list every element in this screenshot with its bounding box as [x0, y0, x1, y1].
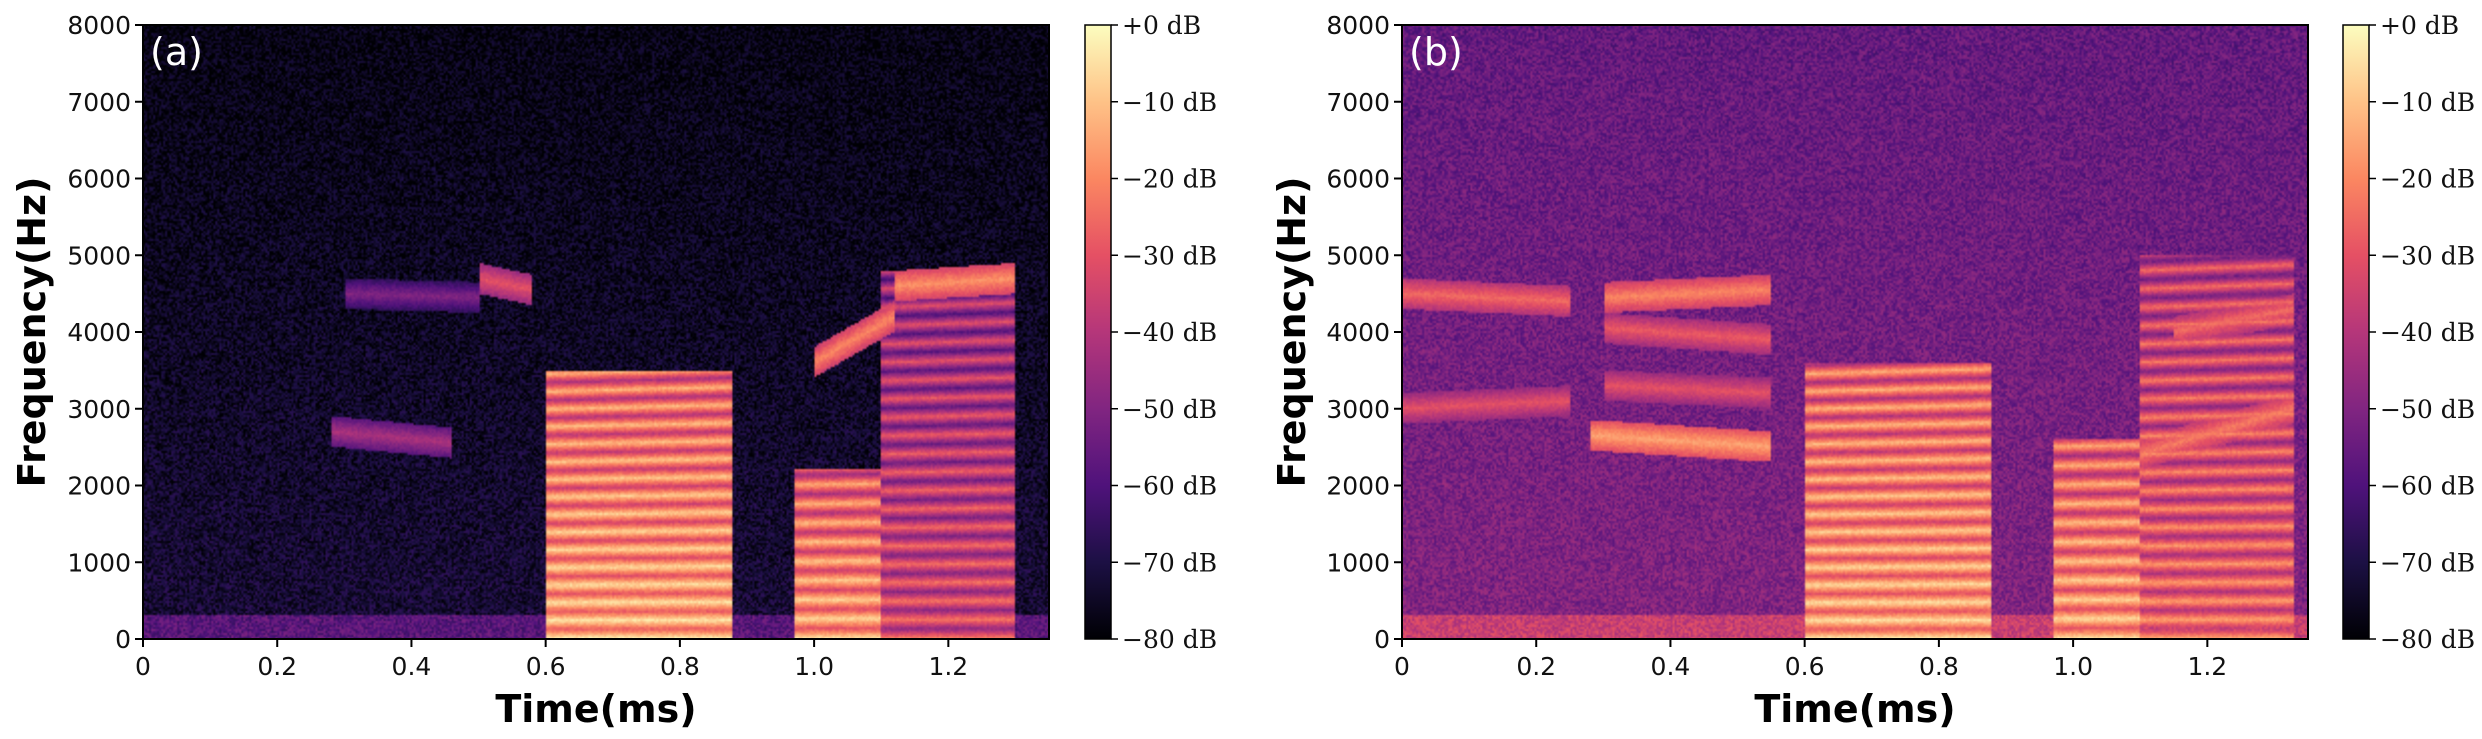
x-tick-label: 0.2 [1516, 652, 1556, 681]
x-tick-label: 1.0 [794, 652, 834, 681]
x-tick-label: 1.0 [2053, 652, 2093, 681]
x-tick-label: 0.6 [526, 652, 566, 681]
x-tick-label: 1.2 [928, 652, 968, 681]
colorbar-tick-label: −80 dB [2380, 625, 2475, 654]
colorbar-gradient-b [2342, 24, 2370, 640]
y-tick-label: 4000 [67, 318, 131, 347]
y-tick-label: 5000 [1326, 241, 1390, 270]
x-axis-b: 0 0.2 0.4 0.6 0.8 1.0 1.2 [1394, 639, 2227, 681]
colorbar-a: +0 dB −10 dB −20 dB −30 dB −40 dB −50 dB −60 d… [1084, 11, 1217, 654]
y-tick-label: 5000 [67, 241, 131, 270]
colorbar-b: +0 dB −10 dB −20 dB −30 dB −40 dB −50 dB −60 d… [2342, 11, 2475, 654]
y-axis-title-b: Frequency(Hz) [1270, 176, 1314, 487]
y-axis-title-a: Frequency(Hz) [10, 176, 54, 487]
y-tick-label: 2000 [1326, 472, 1390, 501]
x-tick-label: 1.2 [2187, 652, 2227, 681]
y-tick-label: 1000 [67, 548, 131, 577]
y-tick-label: 3000 [67, 395, 131, 424]
y-tick-label: 8000 [67, 11, 131, 40]
colorbar-ticks-b: +0 dB −10 dB −20 dB −30 dB −40 dB −50 dB −60 d… [2369, 11, 2475, 654]
colorbar-tick-label: −80 dB [1122, 625, 1217, 654]
y-axis-a: 0 1000 2000 3000 4000 5000 6000 7000 8000 [67, 11, 143, 654]
colorbar-tick-label: −40 dB [2380, 318, 2475, 347]
colorbar-ticks-a: +0 dB −10 dB −20 dB −30 dB −40 dB −50 dB −60 d… [1111, 11, 1217, 654]
x-tick-label: 0.6 [1785, 652, 1825, 681]
x-tick-label: 0 [135, 652, 151, 681]
colorbar-tick-label: −30 dB [1122, 241, 1217, 270]
colorbar-tick-label: −30 dB [2380, 241, 2475, 270]
y-tick-label: 7000 [1326, 88, 1390, 117]
x-axis-title-b: Time(ms) [1754, 687, 1955, 731]
x-axis-a: 0 0.2 0.4 0.6 0.8 1.0 1.2 [135, 639, 968, 681]
colorbar-tick-label: −50 dB [1122, 395, 1217, 424]
colorbar-tick-label: +0 dB [2380, 11, 2459, 40]
panel-label-a: (a) [150, 30, 203, 74]
colorbar-tick-label: −20 dB [1122, 165, 1217, 194]
x-tick-label: 0.8 [660, 652, 700, 681]
y-tick-label: 1000 [1326, 548, 1390, 577]
y-tick-label: 6000 [1326, 165, 1390, 194]
colorbar-tick-label: −70 dB [2380, 548, 2475, 577]
colorbar-tick-label: −40 dB [1122, 318, 1217, 347]
y-tick-label: 6000 [67, 165, 131, 194]
y-tick-label: 0 [1374, 625, 1390, 654]
y-tick-label: 0 [115, 625, 131, 654]
x-tick-label: 0.4 [1651, 652, 1691, 681]
y-axis-b: 0 1000 2000 3000 4000 5000 6000 7000 8000 [1326, 11, 1402, 654]
panel-label-b: (b) [1409, 30, 1463, 74]
spectrogram-image-b [1402, 25, 2308, 639]
colorbar-tick-label: −70 dB [1122, 548, 1217, 577]
x-tick-label: 0 [1394, 652, 1410, 681]
spectrogram-image-a [143, 25, 1049, 639]
y-tick-label: 2000 [67, 472, 131, 501]
colorbar-tick-label: −50 dB [2380, 395, 2475, 424]
colorbar-tick-label: −20 dB [2380, 165, 2475, 194]
y-tick-label: 4000 [1326, 318, 1390, 347]
y-tick-label: 3000 [1326, 395, 1390, 424]
colorbar-tick-label: +0 dB [1122, 11, 1201, 40]
x-axis-title-a: Time(ms) [495, 687, 696, 731]
x-tick-label: 0.2 [257, 652, 297, 681]
x-tick-label: 0.8 [1919, 652, 1959, 681]
colorbar-tick-label: −10 dB [1122, 88, 1217, 117]
y-tick-label: 8000 [1326, 11, 1390, 40]
colorbar-tick-label: −60 dB [1122, 472, 1217, 501]
x-tick-label: 0.4 [392, 652, 432, 681]
y-tick-label: 7000 [67, 88, 131, 117]
colorbar-tick-label: −10 dB [2380, 88, 2475, 117]
colorbar-gradient-a [1084, 24, 1112, 640]
colorbar-tick-label: −60 dB [2380, 472, 2475, 501]
